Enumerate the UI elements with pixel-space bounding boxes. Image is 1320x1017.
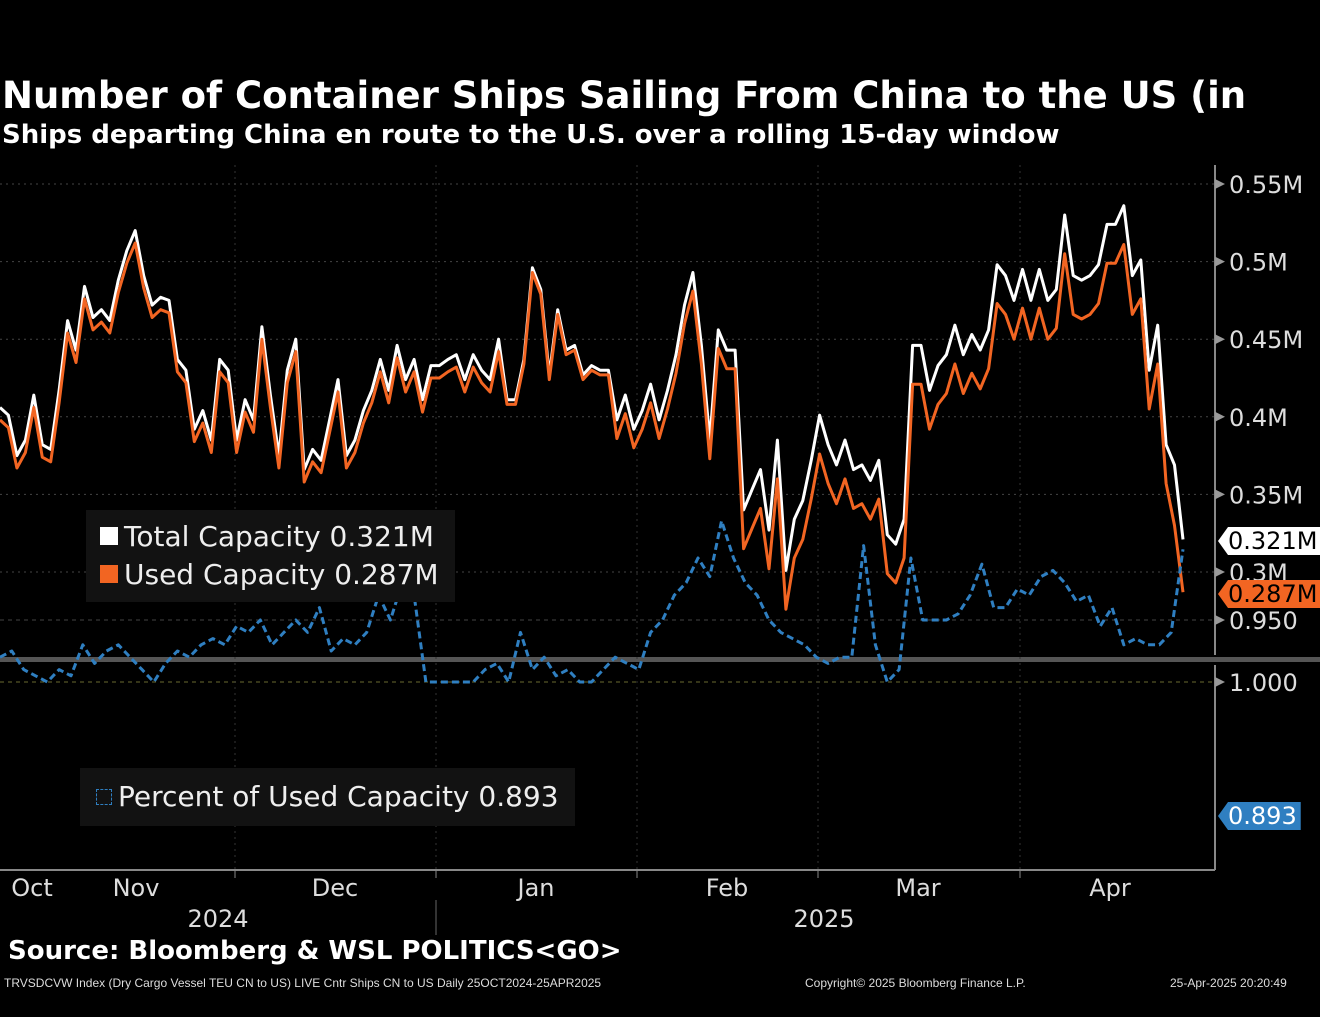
legend-label-used: Used Capacity 0.287M [124,558,439,591]
series-line-percent-used [0,519,1185,684]
y-tick-marker [1215,411,1225,422]
y-tick-label-bottom: 1.000 [1229,669,1298,697]
x-tick-label-jan: Jan [516,874,555,902]
y-tick-marker [1215,615,1225,625]
capacity-legend: Total Capacity 0.321M Used Capacity 0.28… [86,510,455,602]
legend-swatch-total [100,527,118,545]
legend-label-total: Total Capacity 0.321M [124,520,434,553]
footer-index-info: TRVSDCVW Index (Dry Cargo Vessel TEU CN … [4,976,602,990]
chart-subtitle: Ships departing China en route to the U.… [2,120,1060,150]
y-tick-label-top: 0.55M [1229,171,1303,199]
x-tick-label-oct: Oct [11,874,53,902]
y-tick-marker [1215,677,1225,687]
percent-legend: Percent of Used Capacity 0.893 [80,768,575,826]
x-tick-label-mar: Mar [895,874,940,902]
y-tick-label-top: 0.4M [1229,404,1288,432]
source-note: Source: Bloomberg & WSL POLITICS<GO> [8,936,622,966]
last-value-tag-total: 0.321M [1218,527,1320,555]
y-tick-marker [1215,179,1225,189]
y-tick-label-bottom: 0.950 [1229,607,1298,635]
x-tick-label-apr: Apr [1089,874,1131,902]
last-value-tag-percent: 0.893 [1218,802,1301,830]
legend-item-used: Used Capacity 0.287M [100,556,439,594]
legend-label-percent: Percent of Used Capacity 0.893 [118,780,559,813]
y-tick-marker [1215,334,1225,345]
legend-swatch-percent [96,789,112,805]
footer-timestamp: 25-Apr-2025 20:20:49 [1170,976,1287,990]
y-tick-marker [1215,489,1225,500]
series-line-used-capacity [0,241,1185,611]
legend-swatch-used [100,565,118,583]
x-tick-label-nov: Nov [113,874,160,902]
legend-item-total: Total Capacity 0.321M [100,518,439,556]
y-tick-marker [1215,567,1225,577]
y-tick-label-top: 0.35M [1229,481,1303,509]
x-tick-label-dec: Dec [312,874,358,902]
y-tick-label-top: 0.45M [1229,326,1303,354]
series-line-total-capacity [0,204,1185,572]
x-tick-label-feb: Feb [706,874,749,902]
year-label: 2025 [793,905,854,933]
chart-title: Number of Container Ships Sailing From C… [2,74,1247,117]
footer-copyright: Copyright© 2025 Bloomberg Finance L.P. [805,976,1026,990]
last-value-tag-used: 0.287M [1218,580,1320,608]
year-label: 2024 [187,905,248,933]
panel-divider [0,657,1320,662]
y-tick-label-top: 0.5M [1229,249,1288,277]
y-tick-marker [1215,256,1225,267]
